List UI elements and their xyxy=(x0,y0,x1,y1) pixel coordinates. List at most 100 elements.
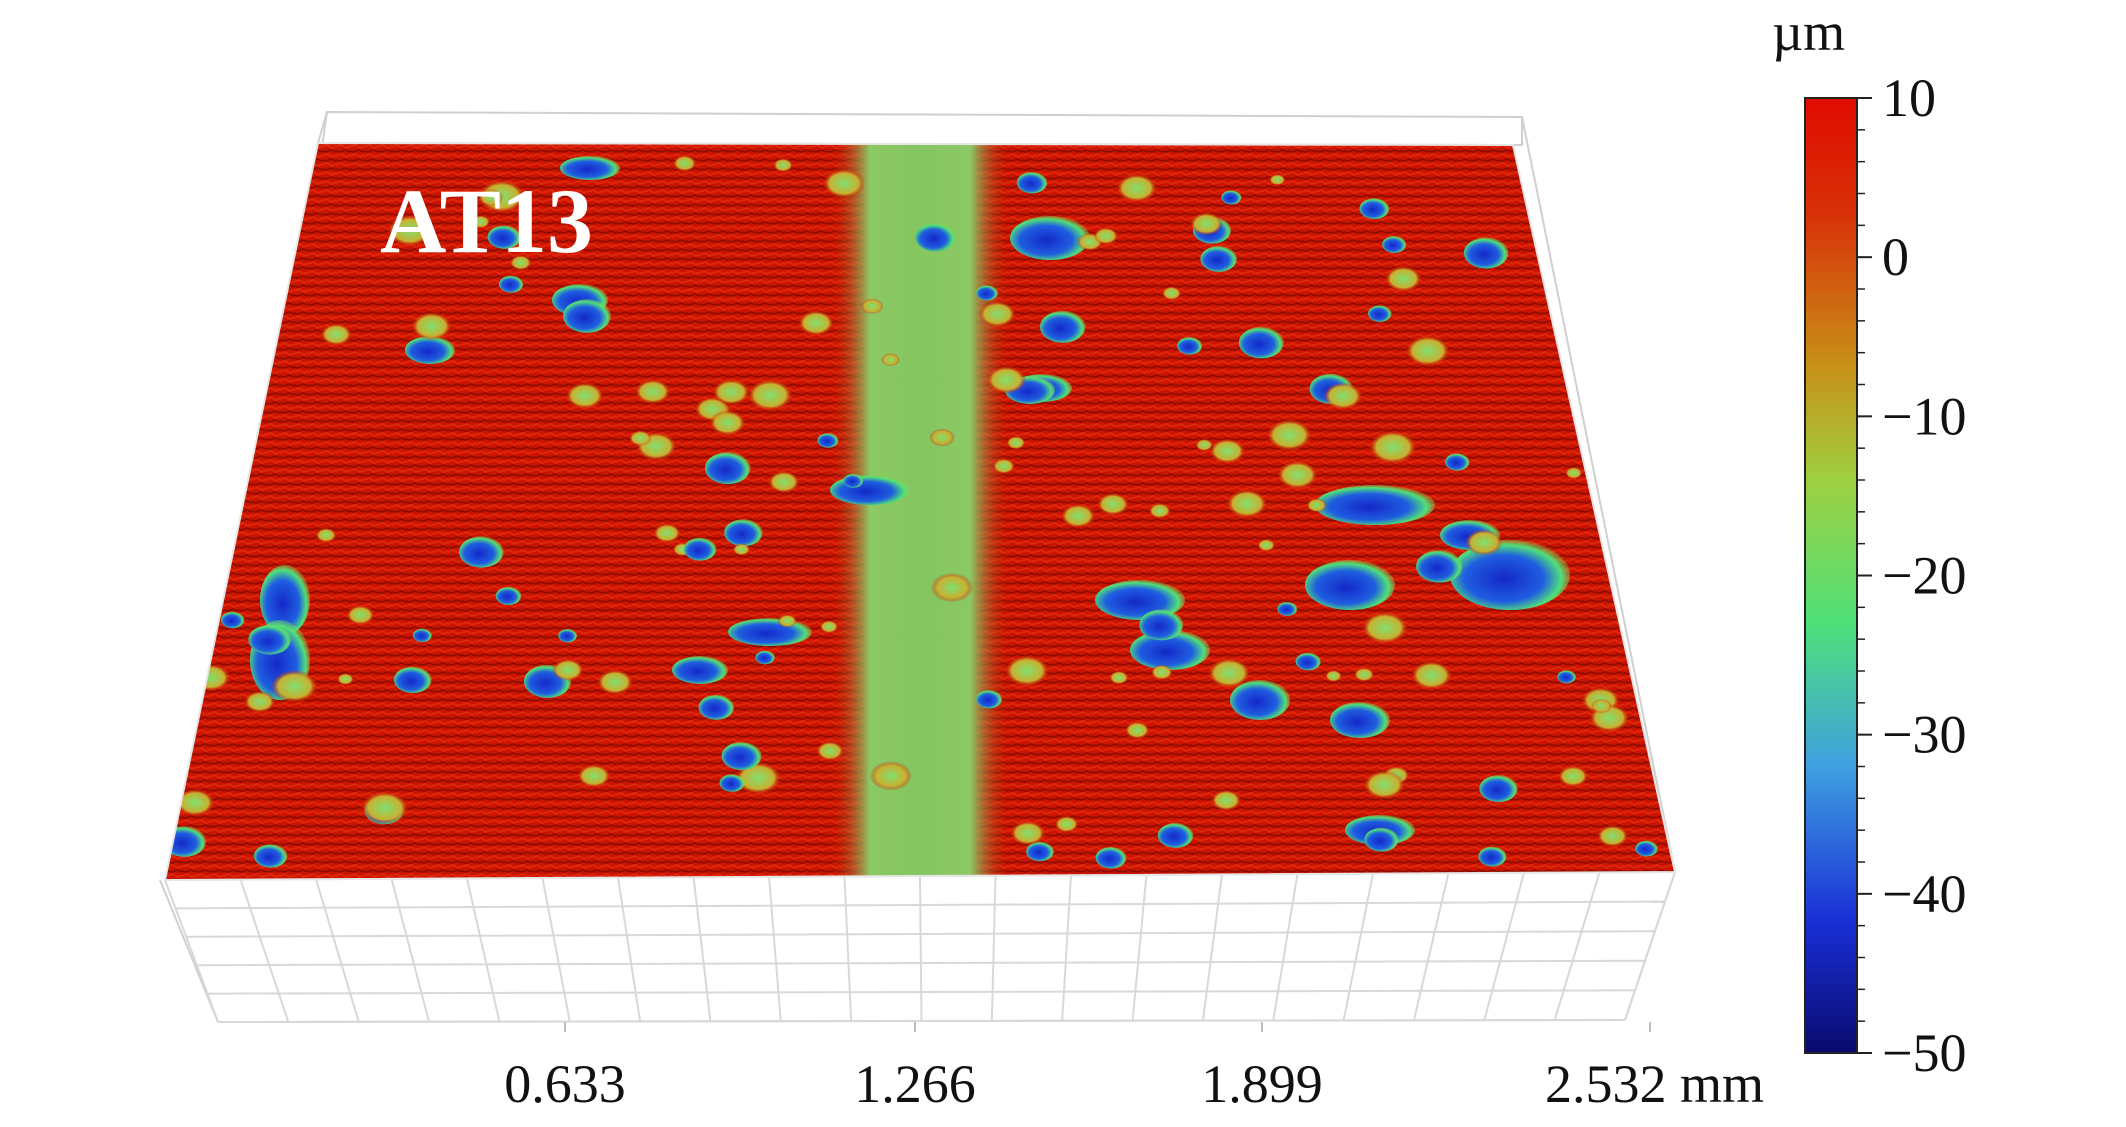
surface-bump xyxy=(1463,237,1509,269)
surface-bump xyxy=(777,614,797,628)
surface-bump xyxy=(747,379,793,411)
surface-bump xyxy=(1295,652,1321,671)
surface-bump xyxy=(253,844,288,868)
surface-bump xyxy=(773,158,793,173)
surface-bump xyxy=(683,537,717,561)
surface-pit xyxy=(1450,540,1570,610)
surface-pit xyxy=(1130,630,1210,670)
surface-bump xyxy=(843,473,864,488)
surface-bump xyxy=(563,299,611,333)
surface-pit xyxy=(1010,216,1090,260)
surface-bump xyxy=(1161,286,1182,301)
surface-bump xyxy=(1266,419,1312,452)
surface-bump xyxy=(1596,825,1629,848)
surface-bump xyxy=(755,650,775,665)
surface-bump xyxy=(1109,670,1129,685)
surface-bump xyxy=(165,826,207,857)
x-axis: 0.633 1.266 1.899 2.532 mm xyxy=(504,1022,1764,1114)
surface-bump xyxy=(471,215,491,229)
surface-bump xyxy=(1006,435,1026,450)
surface-bump xyxy=(360,791,409,825)
surface-bump xyxy=(411,311,452,341)
surface-pit xyxy=(728,618,812,646)
surface-bump xyxy=(724,519,763,547)
surface-bump xyxy=(1465,529,1503,556)
surface-bump xyxy=(244,690,276,713)
surface-bump xyxy=(487,225,521,249)
surface-bump xyxy=(1590,698,1612,714)
surface-bump xyxy=(712,379,750,406)
surface-bump xyxy=(498,275,524,293)
surface-bump xyxy=(315,527,337,543)
surface-bump xyxy=(1382,236,1407,253)
surface-bump xyxy=(458,536,504,568)
surface-bump xyxy=(1060,503,1096,528)
surface-bump xyxy=(1157,822,1194,848)
surface-bump xyxy=(1177,337,1203,355)
surface-bump xyxy=(992,458,1015,474)
surface-bump xyxy=(1269,174,1286,186)
floor-grid xyxy=(164,871,1676,1023)
wear-groove xyxy=(830,145,1010,880)
surface-bump xyxy=(387,214,433,247)
colorbar-tick-label: −20 xyxy=(1882,546,1966,606)
surface-pit xyxy=(672,656,728,684)
pits xyxy=(165,155,1658,869)
surface-bump xyxy=(495,586,522,605)
surface-bump xyxy=(673,155,697,172)
surface-bump xyxy=(1635,840,1658,857)
x-tick-label: 0.633 xyxy=(504,1054,626,1114)
surface-bump xyxy=(978,300,1016,328)
surface-pit xyxy=(260,565,310,635)
surface-bump xyxy=(1209,438,1246,464)
surface-bump xyxy=(596,669,634,695)
surface-bump xyxy=(1384,265,1422,292)
sample-label: AT13 xyxy=(380,170,593,272)
surface-bump xyxy=(336,673,354,686)
surface-pit xyxy=(1315,485,1435,525)
surface-bump xyxy=(1363,770,1405,800)
surface-bump xyxy=(509,255,532,271)
surface-bump xyxy=(1095,846,1127,869)
surface-bump xyxy=(1221,190,1242,205)
surface-bump xyxy=(915,223,956,252)
surface-bump xyxy=(1325,670,1342,682)
surface-bump xyxy=(860,298,884,315)
surface xyxy=(165,143,1675,880)
surface-bump xyxy=(320,323,352,346)
surface-bump xyxy=(698,694,735,720)
surface-bump xyxy=(1207,658,1251,688)
surface-pit xyxy=(1305,560,1395,610)
surface-bump xyxy=(930,572,973,603)
surface-bump xyxy=(1479,775,1518,803)
surface-bump xyxy=(635,379,671,405)
surface-bump xyxy=(986,365,1027,394)
surface-bump xyxy=(1148,503,1171,519)
surface-bump xyxy=(1150,664,1173,680)
surface-bump xyxy=(1097,492,1130,516)
surface-pit xyxy=(1330,702,1390,738)
surface-bump xyxy=(1195,438,1214,452)
colorbar-unit: µm xyxy=(1772,2,1845,62)
surface-bump xyxy=(1257,538,1276,552)
surface-bump xyxy=(1039,310,1086,343)
surface-bump xyxy=(1558,765,1589,787)
surface-bump xyxy=(1211,789,1242,811)
surface-bump xyxy=(1445,453,1470,471)
surface-bump xyxy=(880,353,900,367)
x-tick-label: 1.899 xyxy=(1201,1054,1323,1114)
surface-bump xyxy=(976,285,998,301)
surface-bump xyxy=(271,669,318,703)
colorbar-tick-label: 0 xyxy=(1882,227,1909,287)
surface-bump xyxy=(1054,815,1079,833)
surface-bump xyxy=(1416,550,1463,583)
surface-bump xyxy=(1093,227,1119,245)
surface-bump xyxy=(565,382,604,410)
surface-bump xyxy=(816,741,844,761)
surface-bump xyxy=(1364,827,1399,852)
surface-bump xyxy=(1016,171,1048,194)
surface-bump xyxy=(768,470,800,494)
surface-bump xyxy=(817,433,839,448)
x-tick-label: 2.532 mm xyxy=(1545,1054,1764,1114)
